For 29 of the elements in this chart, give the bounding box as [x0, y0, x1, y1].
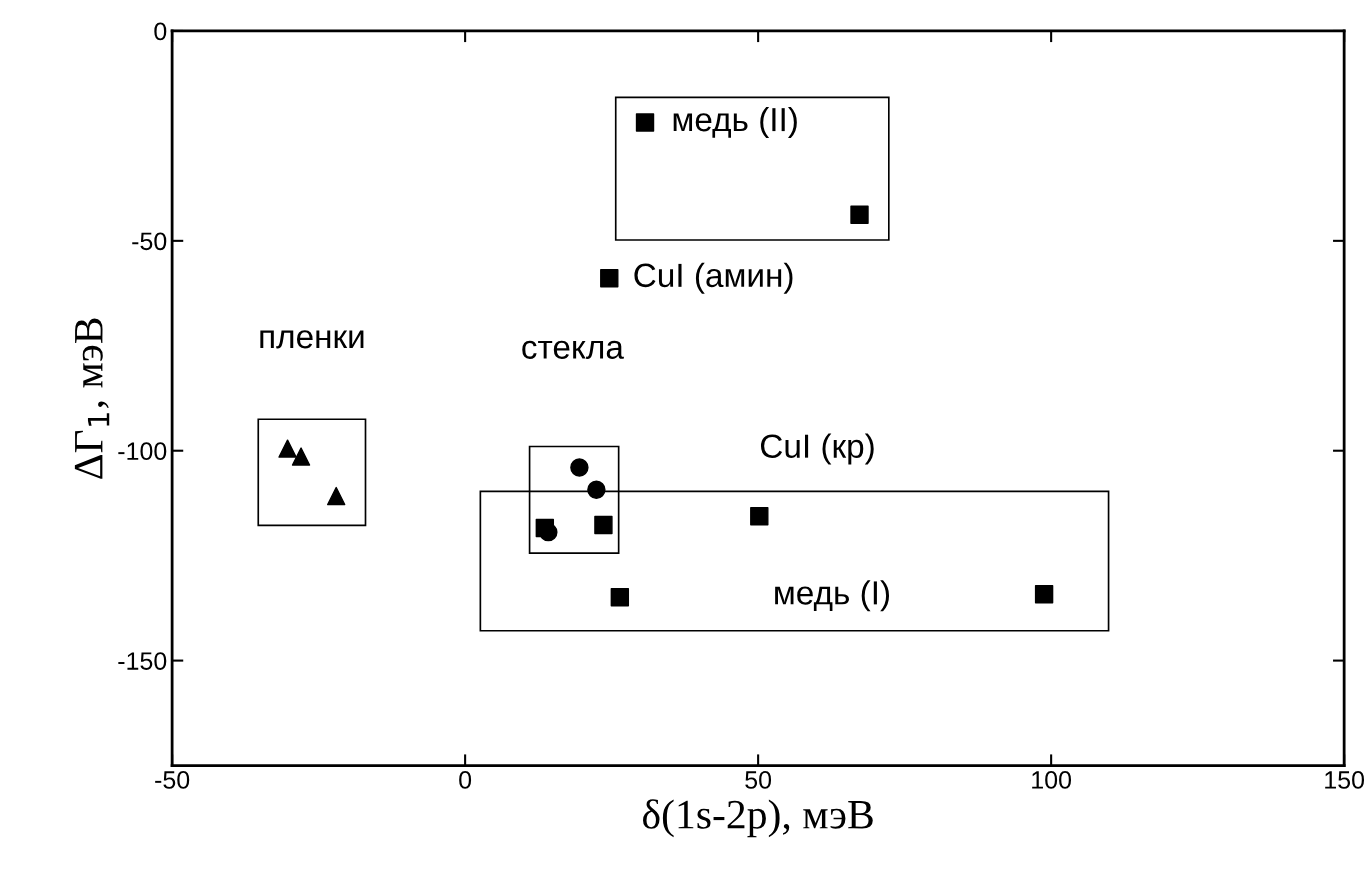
point [750, 506, 769, 526]
point [1034, 585, 1054, 604]
y-tick-label: -150 [118, 652, 167, 670]
y-tick-label: -100 [118, 442, 167, 461]
series-label: CuI (амин) [634, 262, 793, 294]
x-tick-label: 150 [1325, 771, 1365, 789]
y-tick-label: 0 [154, 22, 167, 41]
x-tick-label: -50 [155, 771, 190, 789]
point [610, 588, 630, 607]
point [600, 269, 619, 288]
y-tick-label: -50 [132, 232, 167, 251]
series-label: CuI (кр) [760, 433, 874, 465]
x-tick-label: 50 [745, 771, 772, 789]
annotation: стекла [522, 340, 624, 359]
y-axis-title: ΔΓ$_{1}$, мэВ [74, 318, 110, 479]
x-axis-title: δ(1s-2p), мэВ [643, 799, 873, 838]
point [570, 458, 589, 477]
annotation: медь (I) [775, 580, 890, 612]
point [635, 113, 655, 132]
series-label: медь (II) [673, 106, 797, 138]
point [594, 515, 613, 535]
point [291, 447, 311, 466]
point [587, 480, 606, 499]
text: пленки [260, 330, 364, 349]
x-tick-label: 100 [1032, 771, 1072, 789]
point [850, 205, 869, 225]
x-tick-label: 0 [459, 771, 472, 789]
point [326, 486, 346, 506]
point [278, 439, 297, 458]
